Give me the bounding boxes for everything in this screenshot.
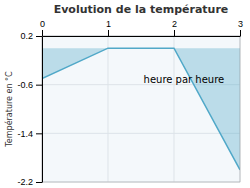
tick-mark [42, 30, 43, 36]
axis-domain [42, 37, 43, 183]
tick: 0.2 [20, 31, 42, 41]
grid-line [108, 36, 109, 182]
tick: 1 [106, 19, 111, 36]
tick: -1.4 [17, 129, 42, 139]
tick-mark [36, 182, 42, 183]
tick: -2.2 [17, 177, 42, 187]
grid-line [174, 36, 175, 182]
y-axis-title: Température en °C [4, 71, 14, 148]
tick-mark [240, 30, 241, 36]
title: Evolution de la température [54, 3, 229, 16]
tick-mark [108, 30, 109, 36]
tick-label: -2.2 [17, 177, 33, 187]
grid-line [42, 36, 240, 37]
tick-mark [174, 30, 175, 36]
grid-line [42, 36, 43, 182]
x-axis: 0 1 2 3 [40, 19, 243, 37]
tick: 2 [172, 19, 177, 36]
plot: 0 1 2 3 0.2 -0.6 -1.4 -2.2 heure par heure [17, 19, 243, 187]
line [42, 48, 240, 170]
tick-label: 0 [40, 19, 45, 29]
marks [42, 48, 240, 170]
tick-label: 3 [238, 19, 243, 29]
tick-label: 2 [172, 19, 177, 29]
area [42, 48, 240, 170]
tick: 0 [40, 19, 45, 36]
tick-label: 0.2 [20, 31, 33, 41]
plot-background [42, 36, 240, 182]
tick: -0.6 [17, 80, 42, 90]
tick-label: -1.4 [17, 129, 33, 139]
frame [42, 36, 240, 182]
tick-label: 1 [106, 19, 111, 29]
tick-label: -0.6 [17, 80, 33, 90]
y-axis: 0.2 -0.6 -1.4 -2.2 [17, 31, 42, 187]
grid-line [42, 133, 240, 134]
tick: 3 [238, 19, 243, 36]
tick-mark [36, 36, 42, 37]
tick-mark [36, 85, 42, 86]
tick-mark [36, 133, 42, 134]
grid [42, 36, 240, 182]
annotation: heure par heure [144, 74, 225, 85]
axis-domain [43, 36, 241, 37]
chart: 0 1 2 3 0.2 -0.6 -1.4 -2.2 heure par heure Evolut… [0, 0, 250, 188]
